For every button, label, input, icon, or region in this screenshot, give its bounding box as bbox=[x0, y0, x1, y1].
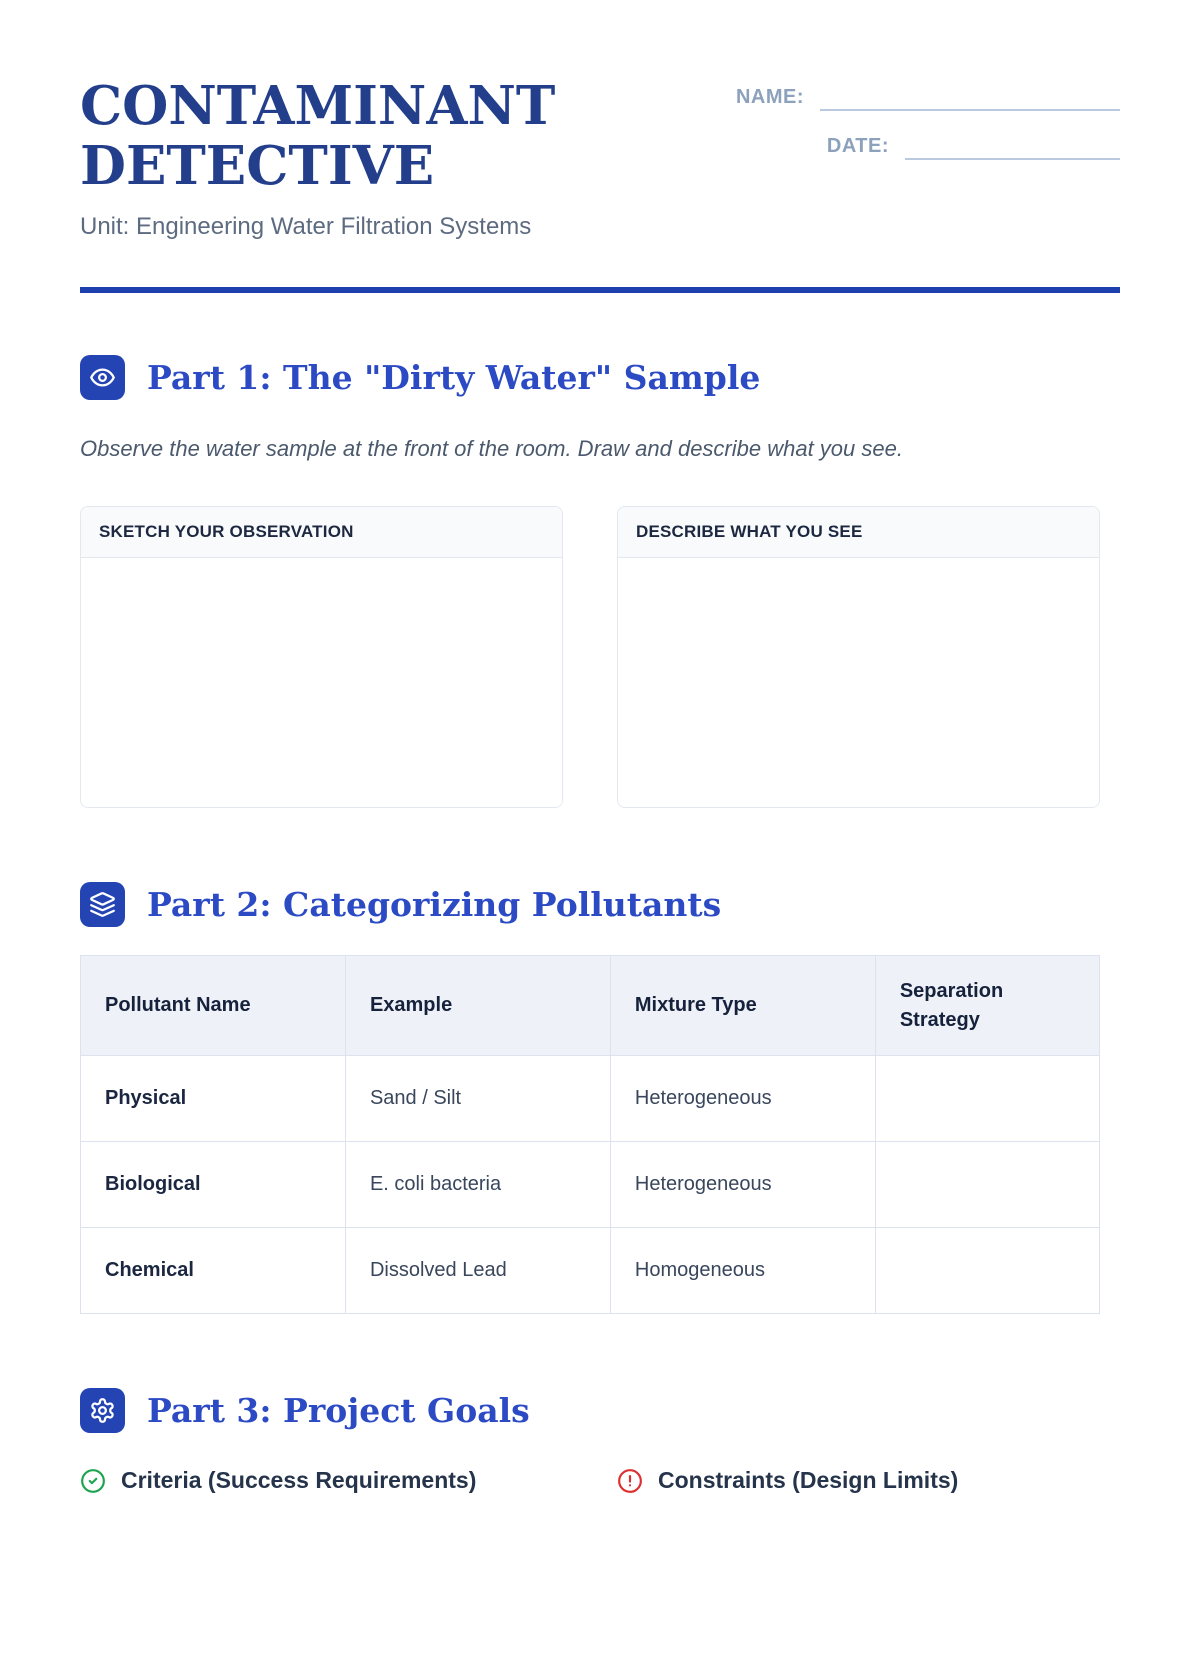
gear-icon bbox=[80, 1388, 125, 1434]
col-header-pollutant-name: Pollutant Name bbox=[80, 955, 346, 1057]
criteria-heading: Criteria (Success Requirements) bbox=[80, 1467, 563, 1494]
cell-biological: Biological bbox=[80, 1141, 346, 1229]
worksheet-page: CONTAMINANT DETECTIVE Unit: Engineering … bbox=[0, 76, 1200, 1494]
describe-box-header: DESCRIBE WHAT YOU SEE bbox=[618, 507, 1099, 559]
col-header-mixture-type: Mixture Type bbox=[609, 955, 876, 1057]
cell-physical: Physical bbox=[80, 1055, 346, 1143]
describe-box: DESCRIBE WHAT YOU SEE bbox=[617, 506, 1100, 809]
name-label: NAME: bbox=[735, 86, 804, 108]
part1-instructions: Observe the water sample at the front of… bbox=[80, 435, 903, 461]
constraints-heading: Constraints (Design Limits) bbox=[617, 1467, 1100, 1494]
section-part2: Part 2: Categorizing Pollutants Pollutan… bbox=[80, 882, 1120, 1315]
unit-subtitle: Unit: Engineering Water Filtration Syste… bbox=[80, 212, 532, 240]
check-circle-icon bbox=[81, 1468, 105, 1493]
header-divider bbox=[80, 286, 1120, 293]
section-part1: Part 1: The "Dirty Water" Sample Observe… bbox=[80, 354, 1120, 809]
col-header-separation-strategy: Separation Strategy bbox=[874, 955, 1101, 1057]
cell-chemical-mixture: Homogeneous bbox=[609, 1227, 876, 1315]
eye-icon bbox=[80, 354, 125, 400]
part1-heading-row: Part 1: The "Dirty Water" Sample bbox=[80, 354, 1120, 400]
observation-boxes: SKETCH YOUR OBSERVATION DESCRIBE WHAT YO… bbox=[80, 506, 1100, 809]
name-row: NAME: bbox=[700, 86, 1120, 111]
sketch-box-area[interactable] bbox=[81, 558, 562, 808]
date-input-line[interactable] bbox=[905, 136, 1120, 160]
constraints-label: Constraints (Design Limits) bbox=[658, 1467, 959, 1494]
criteria-label: Criteria (Success Requirements) bbox=[121, 1467, 477, 1494]
part3-heading-row: Part 3: Project Goals bbox=[80, 1388, 1120, 1434]
title-block: CONTAMINANT DETECTIVE Unit: Engineering … bbox=[80, 76, 555, 241]
title-line-1: CONTAMINANT bbox=[80, 75, 556, 137]
name-input-line[interactable] bbox=[820, 87, 1120, 111]
date-label: DATE: bbox=[826, 135, 889, 157]
layers-icon bbox=[80, 882, 125, 928]
title-line-2: DETECTIVE bbox=[80, 135, 435, 198]
col-header-example: Example bbox=[344, 955, 611, 1057]
table-row: Chemical Dissolved Lead Homogeneous bbox=[80, 1227, 1101, 1315]
sketch-box-header: SKETCH YOUR OBSERVATION bbox=[81, 507, 562, 559]
cell-biological-example: E. coli bacteria bbox=[344, 1141, 611, 1229]
page-title: CONTAMINANT DETECTIVE bbox=[80, 76, 555, 197]
table-row: Biological E. coli bacteria Heterogeneou… bbox=[80, 1141, 1101, 1229]
describe-box-area[interactable] bbox=[618, 558, 1099, 808]
date-row: DATE: bbox=[700, 135, 1120, 160]
cell-biological-mixture: Heterogeneous bbox=[609, 1141, 876, 1229]
cell-biological-strategy[interactable] bbox=[874, 1141, 1101, 1229]
section-part3: Part 3: Project Goals Criteria (Success … bbox=[80, 1388, 1120, 1494]
part2-title: Part 2: Categorizing Pollutants bbox=[147, 885, 722, 925]
cell-physical-mixture: Heterogeneous bbox=[609, 1055, 876, 1143]
table-header-row: Pollutant Name Example Mixture Type Sepa… bbox=[80, 955, 1101, 1057]
cell-physical-strategy[interactable] bbox=[874, 1055, 1101, 1143]
header: CONTAMINANT DETECTIVE Unit: Engineering … bbox=[80, 76, 1120, 241]
alert-circle-icon bbox=[618, 1468, 642, 1493]
part2-heading-row: Part 2: Categorizing Pollutants bbox=[80, 882, 1120, 928]
name-date-block: NAME: DATE: bbox=[700, 86, 1120, 160]
table-row: Physical Sand / Silt Heterogeneous bbox=[80, 1055, 1101, 1143]
pollutant-table: Pollutant Name Example Mixture Type Sepa… bbox=[80, 955, 1101, 1315]
part1-title: Part 1: The "Dirty Water" Sample bbox=[147, 357, 761, 397]
cell-chemical-example: Dissolved Lead bbox=[344, 1227, 611, 1315]
cell-chemical: Chemical bbox=[80, 1227, 346, 1315]
cell-chemical-strategy[interactable] bbox=[874, 1227, 1101, 1315]
part3-title: Part 3: Project Goals bbox=[147, 1391, 530, 1431]
goals-row: Criteria (Success Requirements) Constrai… bbox=[80, 1467, 1100, 1494]
cell-physical-example: Sand / Silt bbox=[344, 1055, 611, 1143]
sketch-box: SKETCH YOUR OBSERVATION bbox=[80, 506, 563, 809]
